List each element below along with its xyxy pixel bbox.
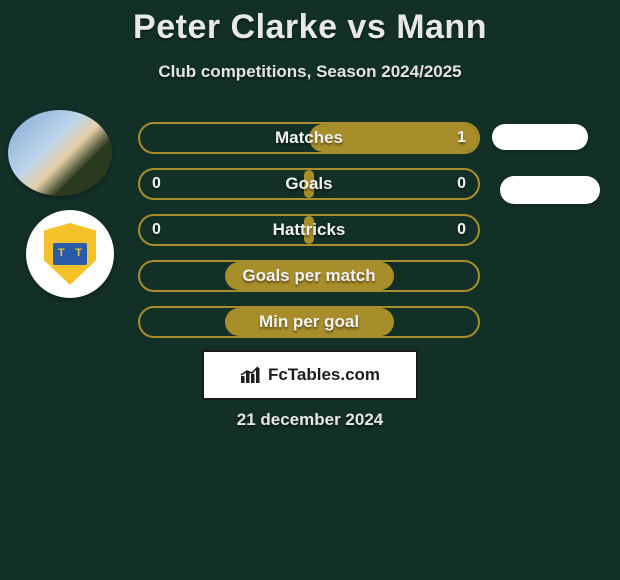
stat-row-gpm: Goals per match bbox=[138, 260, 480, 292]
stat-label: Goals bbox=[285, 174, 332, 194]
date-text: 21 december 2024 bbox=[0, 410, 620, 430]
page-title: Peter Clarke vs Mann bbox=[0, 8, 620, 47]
stat-row-matches: Matches 1 bbox=[138, 122, 480, 154]
club-crest-icon bbox=[44, 223, 96, 285]
stat-right-value: 1 bbox=[457, 129, 466, 147]
page-subtitle: Club competitions, Season 2024/2025 bbox=[0, 62, 620, 82]
stat-row-goals: 0 Goals 0 bbox=[138, 168, 480, 200]
right-pill-2 bbox=[500, 176, 600, 204]
stat-left-value: 0 bbox=[152, 221, 161, 239]
stat-label: Goals per match bbox=[242, 266, 375, 286]
stat-label: Hattricks bbox=[273, 220, 346, 240]
chart-bars-icon bbox=[240, 366, 262, 384]
comparison-canvas: Peter Clarke vs Mann Club competitions, … bbox=[0, 0, 620, 580]
stat-right-value: 0 bbox=[457, 221, 466, 239]
player2-avatar bbox=[26, 210, 114, 298]
stat-right-value: 0 bbox=[457, 175, 466, 193]
stat-label: Min per goal bbox=[259, 312, 359, 332]
right-pill-1 bbox=[492, 124, 588, 150]
stat-row-hattricks: 0 Hattricks 0 bbox=[138, 214, 480, 246]
player1-avatar bbox=[8, 110, 112, 196]
stat-row-mpg: Min per goal bbox=[138, 306, 480, 338]
watermark-box: FcTables.com bbox=[202, 350, 418, 400]
stat-label: Matches bbox=[275, 128, 343, 148]
stat-bars: Matches 1 0 Goals 0 0 Hattricks 0 Goals … bbox=[138, 122, 480, 352]
watermark-text: FcTables.com bbox=[268, 365, 380, 385]
stat-left-value: 0 bbox=[152, 175, 161, 193]
